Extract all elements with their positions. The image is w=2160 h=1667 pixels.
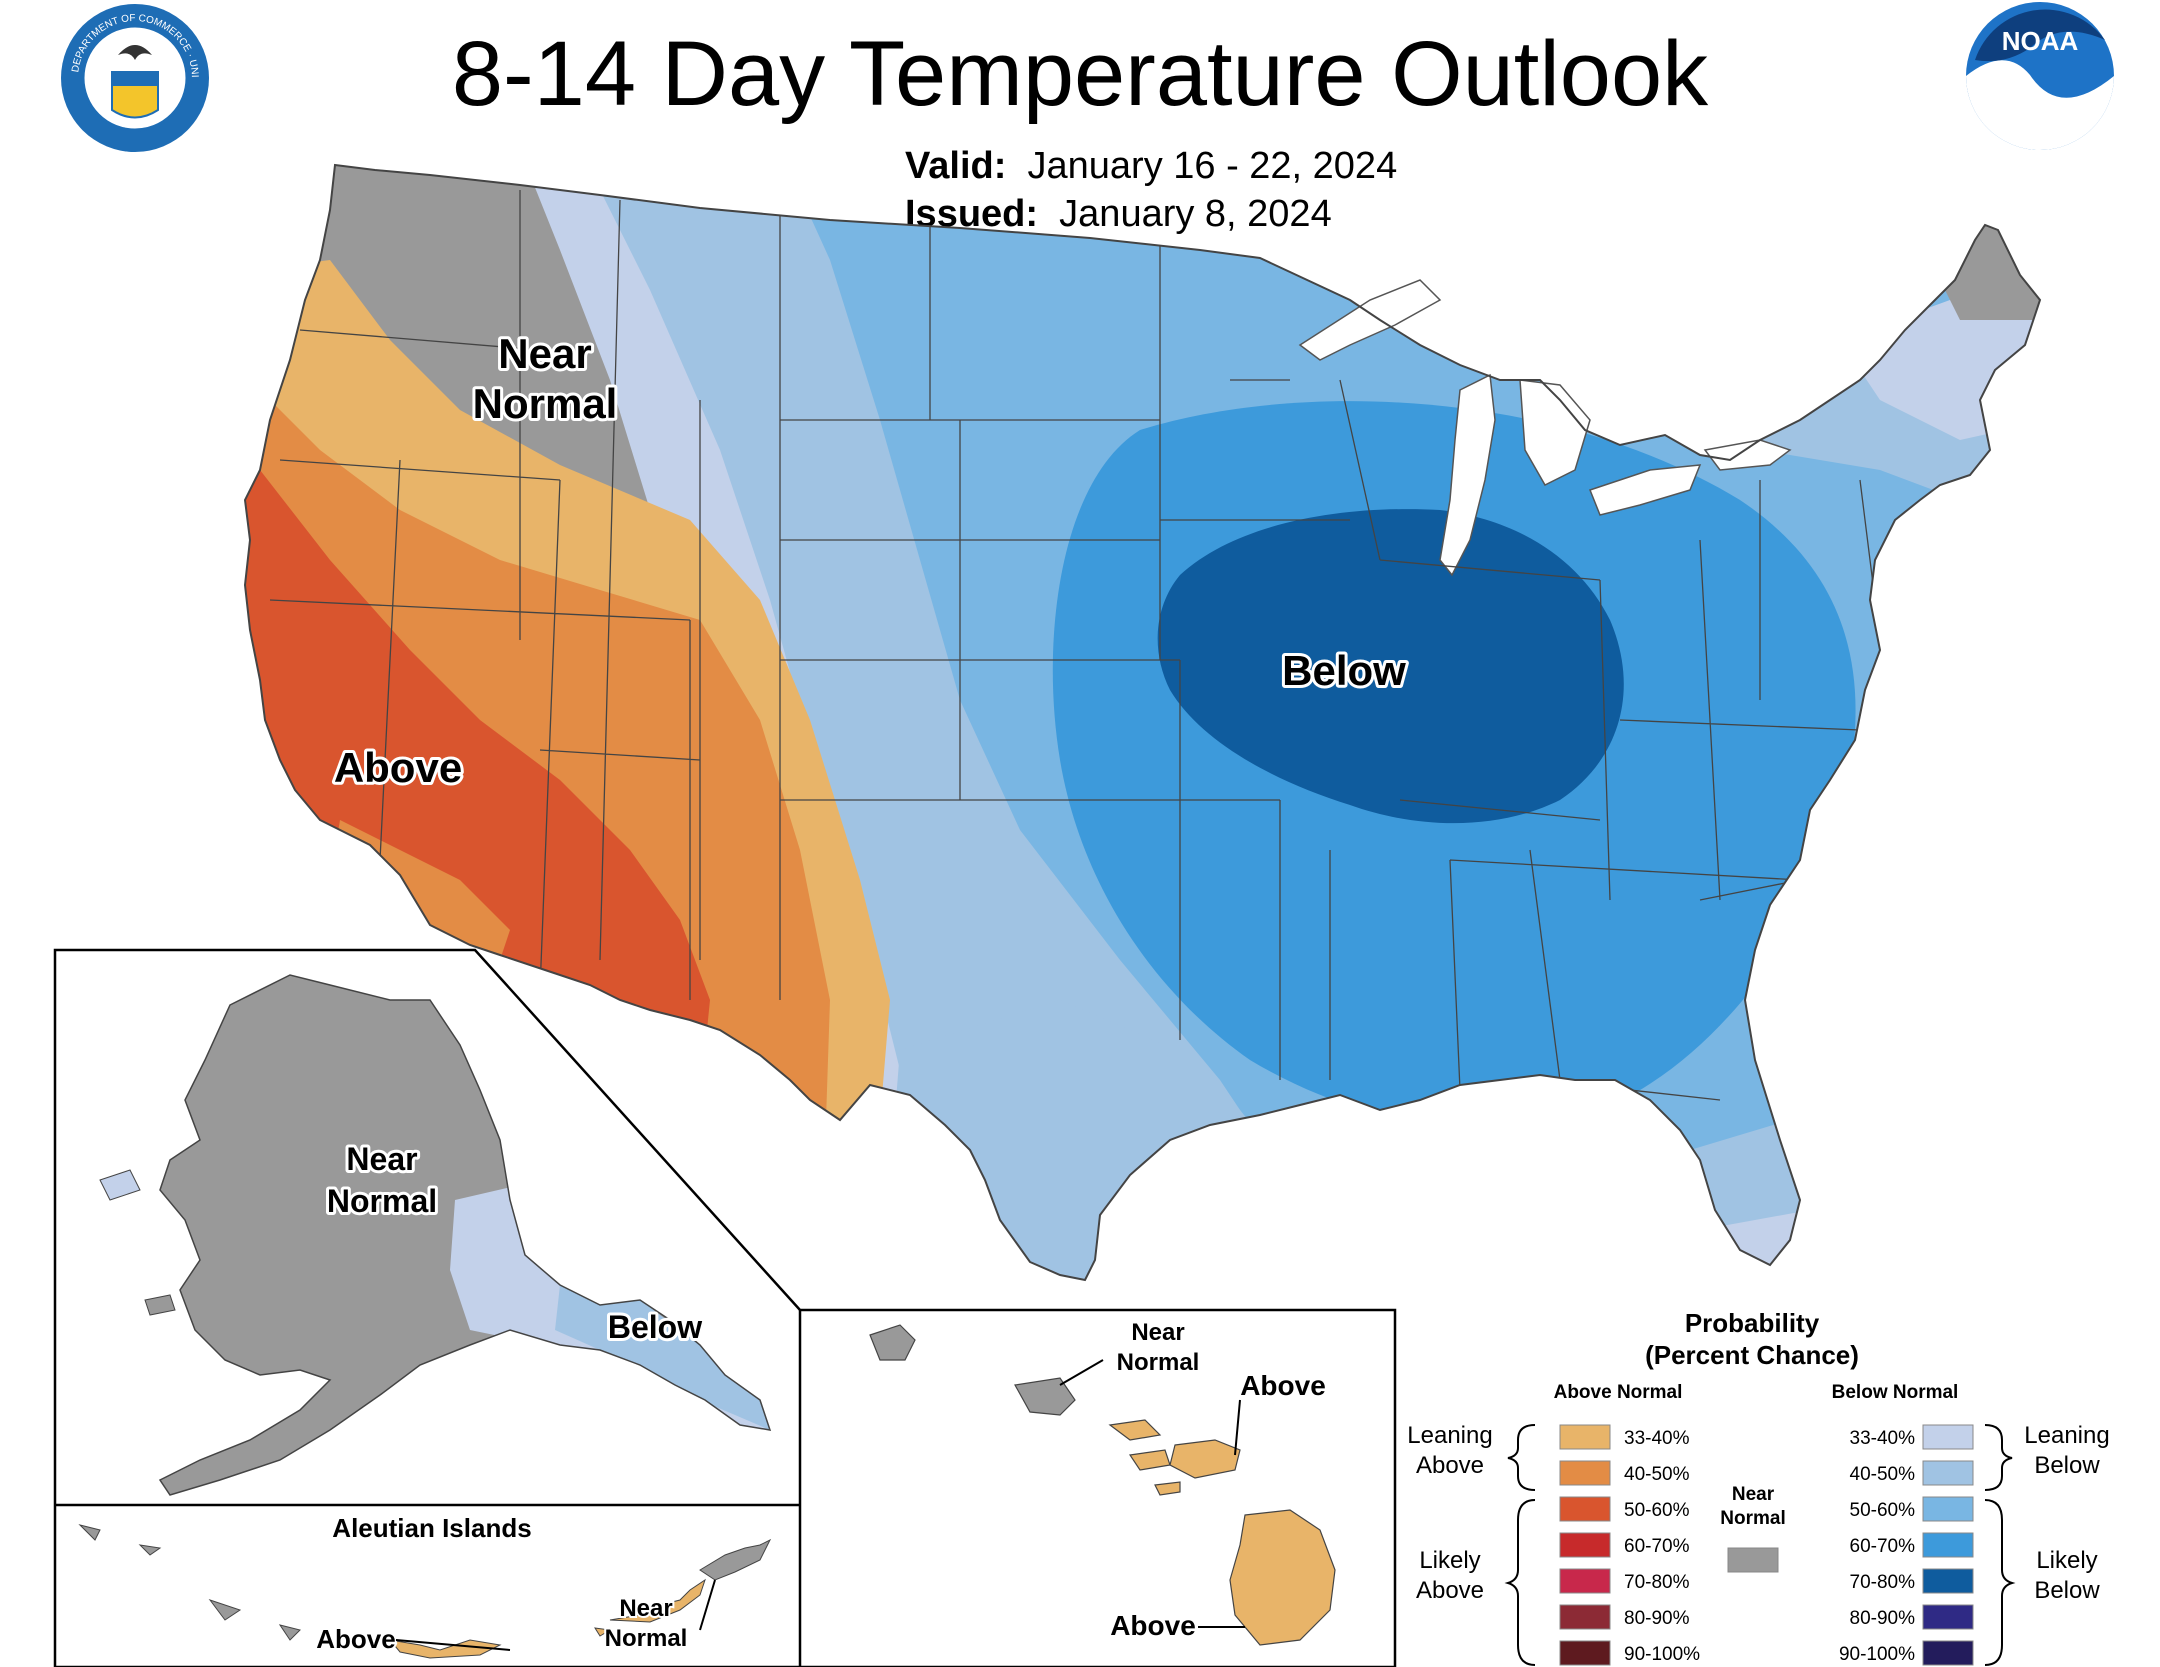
legend-below-bin-label: 80-90% [1850,1608,1916,1629]
hawaii-near-normal-line2: Normal [1117,1349,1200,1376]
legend-below-bin-swatch [1922,1568,1974,1594]
legend-below-swatches: 33-40% 40-50% 50-60% 60-70% 70-80% 80-90% 90-1… [1839,1424,1974,1666]
conus-below-label: Below [1282,647,1406,694]
legend-above-bin-swatch [1559,1604,1611,1630]
valid-line: Valid: January 16 - 22, 2024 [905,142,1397,190]
legend-above-bin-swatch [1559,1532,1611,1558]
valid-value: January 16 - 22, 2024 [1027,145,1398,187]
hawaii-islands [869,1324,1336,1646]
legend: Probability (Percent Chance) Above Norma… [1407,1308,2110,1666]
legend-below-bin-label: 60-70% [1850,1536,1916,1557]
department-of-commerce-seal-icon: DEPARTMENT OF COMMERCE · UNITED STATES O… [0,0,209,152]
legend-below-bin-label: 70-80% [1850,1572,1916,1593]
legend-below-bin-label: 40-50% [1850,1464,1916,1485]
noaa-logo-text: NOAA [2002,26,2079,56]
legend-above-bin-swatch [1559,1496,1611,1522]
brace-likely-above [1504,1499,1536,1666]
legend-leaning-above-line1: Leaning [1407,1422,1492,1449]
legend-above-bin-swatch [1559,1424,1611,1450]
brace-leaning-above [1507,1424,1536,1491]
legend-below-bin-swatch [1922,1532,1974,1558]
legend-near-normal-line1: Near [1732,1484,1775,1505]
brace-likely-below [1984,1499,2016,1666]
legend-above-bin-label: 70-80% [1624,1572,1690,1593]
legend-below-bin-label: 90-100% [1839,1644,1915,1665]
great-lakes [1298,279,1792,577]
legend-below-bin-label: 50-60% [1850,1500,1916,1521]
legend-above-bin-label: 60-70% [1624,1536,1690,1557]
legend-near-normal-swatch [1727,1547,1779,1573]
alaska-near-normal-line1: Near [346,1141,417,1177]
legend-likely-below-line2: Below [2034,1577,2100,1604]
legend-below-bin-swatch [1922,1460,1974,1486]
legend-above-bin-label: 90-100% [1624,1644,1700,1665]
legend-title-line2: (Percent Chance) [1645,1340,1859,1370]
inset-frame [53,948,1397,1667]
legend-near-normal-line2: Normal [1720,1508,1785,1529]
hawaii-above-south-label: Above [1110,1610,1196,1641]
legend-above-bin-label: 33-40% [1624,1428,1690,1449]
legend-below-bin-label: 33-40% [1850,1428,1916,1449]
legend-leaning-below-line2: Below [2034,1452,2100,1479]
conus-above-label: Above [334,744,462,791]
aleutian-above-label: Above [316,1624,395,1654]
brace-leaning-below [1984,1424,2013,1491]
valid-label: Valid: [905,145,1007,187]
alaska-near-normal-line2: Normal [327,1183,437,1219]
legend-above-header: Above Normal [1554,1382,1683,1403]
legend-below-bin-swatch [1922,1496,1974,1522]
alaska-below-label: Below [608,1309,702,1345]
legend-above-bin-label: 50-60% [1624,1500,1690,1521]
legend-likely-below-line1: Likely [2036,1547,2097,1574]
hawaii-near-normal-line1: Near [1131,1319,1184,1346]
legend-above-bin-label: 40-50% [1624,1464,1690,1485]
legend-likely-above-line1: Likely [1419,1547,1480,1574]
legend-above-swatches: 33-40% 40-50% 50-60% 60-70% 70-80% 80-90% 90-1… [1559,1424,1700,1666]
date-block: Valid: January 16 - 22, 2024 Issued: Jan… [905,142,1397,238]
noaa-logo-icon: NOAA [1966,2,2114,150]
aleutian-near-normal-line2: Normal [605,1625,688,1652]
legend-above-bin-swatch [1559,1640,1611,1666]
legend-leaning-above-line2: Above [1416,1452,1484,1479]
legend-above-bin-label: 80-90% [1624,1608,1690,1629]
issued-value: January 8, 2024 [1059,193,1332,235]
hawaii-above-north-label: Above [1240,1370,1326,1401]
legend-below-header: Below Normal [1832,1382,1959,1403]
legend-below-bin-swatch [1922,1604,1974,1630]
aleutian-islands [78,1524,772,1659]
aleutian-near-normal-line1: Near [619,1595,672,1622]
legend-leaning-below-line1: Leaning [2024,1422,2109,1449]
state-boundaries [269,190,1881,1101]
legend-below-bin-swatch [1922,1640,1974,1666]
legend-title-line1: Probability [1685,1308,1820,1338]
legend-below-bin-swatch [1922,1424,1974,1450]
conus-near-normal-line2: Normal [473,380,618,427]
legend-above-bin-swatch [1559,1568,1611,1594]
alaska-map [99,974,772,1496]
page-title: 8-14 Day Temperature Outlook [451,23,1709,125]
conus-near-normal-line1: Near [498,330,591,377]
aleutian-title: Aleutian Islands [332,1513,531,1543]
legend-above-bin-swatch [1559,1460,1611,1486]
legend-likely-above-line2: Above [1416,1577,1484,1604]
